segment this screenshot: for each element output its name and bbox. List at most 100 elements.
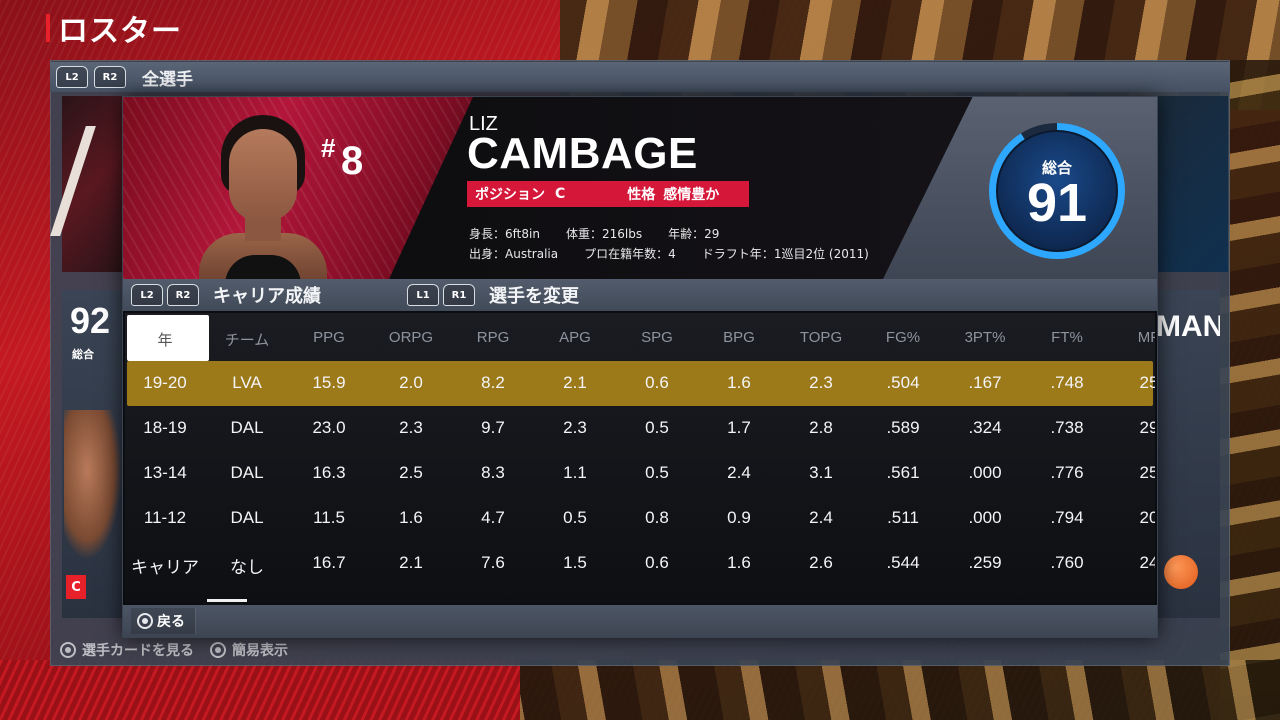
table-cell: 29 [1139,418,1155,437]
personality-value: 感情豊か [663,187,720,203]
basketball-icon [1164,555,1198,589]
bio-weight: 体重216lbs [566,225,642,242]
back-button[interactable]: 戻る [131,608,196,634]
table-cell: .504 [886,373,920,392]
player-stats-modal: # 8 LIZ CAMBAGE ポジション C 性格 感情豊か 身長6ft8in… [122,96,1158,638]
table-cell: 7.6 [481,553,505,572]
tab-career-stats[interactable]: L2 R2 キャリア成績 [131,282,321,308]
table-cell: 2.4 [727,463,751,482]
column-header[interactable]: PPG [313,329,345,346]
column-header[interactable]: SPG [641,329,673,346]
overall-rating-badge: 総合 91 [996,130,1118,252]
column-header[interactable]: APG [559,329,591,346]
r2-button-icon[interactable]: R2 [167,284,199,306]
player-card-right[interactable]: MAN [1156,290,1220,618]
column-header[interactable]: チーム [224,332,270,349]
table-row[interactable]: 11-12 DAL 11.5 1.6 4.7 0.5 0.8 0.9 2.4 .511 .000 .7… [125,496,1155,541]
table-cell: 2.1 [399,553,423,572]
table-cell: 2.3 [563,418,587,437]
column-header[interactable]: MP [1137,329,1155,346]
column-header[interactable]: ORPG [388,329,434,346]
table-cell: .511 [887,508,919,527]
stats-header-row: 年 チーム PPG ORPG RPG APG SPG BPG TOPG FG% 3PT% FT% MP [125,313,1155,361]
player-card-left-overall-label: 総合 [72,348,94,361]
tab-change-player-label[interactable]: 選手を変更 [489,286,579,307]
table-cell: 0.6 [645,373,669,392]
table-cell: 18-19 [143,418,187,437]
bio-draft: ドラフト年1巡目2位 (2011) [702,245,869,262]
tab-change-player[interactable]: L1 R1 選手を変更 [407,282,579,308]
table-cell: 3.1 [809,463,833,482]
table-cell: .000 [968,463,1002,482]
bio-age: 年齢29 [668,225,719,242]
table-cell: .561 [886,463,920,482]
table-cell: 4.7 [481,508,505,527]
table-cell: 0.8 [645,508,669,527]
table-cell: 23.0 [312,418,346,437]
player-card-left[interactable]: 92 総合 C [62,290,124,618]
table-row[interactable]: キャリア なし 16.7 2.1 7.6 1.5 0.6 1.6 2.6 .544 .259 .760… [125,541,1155,586]
table-cell: 1.1 [563,463,587,482]
player-first-name: LIZ [469,113,498,135]
table-cell: 0.5 [563,508,587,527]
hint-view-card[interactable]: 選手カードを見る [60,640,194,660]
player-portrait [199,115,327,279]
background-red-bottom [0,660,520,720]
table-cell: .589 [886,418,920,437]
table-cell: 25 [1139,373,1155,392]
table-cell: 1.7 [727,418,751,437]
l2-button-icon[interactable]: L2 [131,284,163,306]
sort-year-selected[interactable] [127,315,209,361]
overall-rating-label: 総合 [1041,158,1072,177]
player-last-name: CAMBAGE [467,129,698,178]
career-stats-table: 年チームPPGORPGRPGAPGSPGBPGTOPGFG%3PT%FT%MP … [125,313,1155,603]
r1-button-icon[interactable]: R1 [443,284,475,306]
table-cell: キャリア [131,558,199,577]
player-card-left-photo [64,410,122,560]
table-cell: 2.6 [809,553,833,572]
column-header[interactable]: FG% [885,329,921,346]
table-cell: 2.5 [399,463,423,482]
stats-tab-bar: L2 R2 キャリア成績 L1 R1 選手を変更 [123,279,1157,311]
table-row[interactable]: 18-19 DAL 23.0 2.3 9.7 2.3 0.5 1.7 2.8 .589 .324 .7… [125,406,1155,451]
player-info-bar: ポジション C 性格 感情豊か [467,181,749,207]
overall-rating-value: 91 [1026,172,1088,233]
bio-row-physical: 身長6ft8in 体重216lbs 年齢29 [469,225,745,242]
column-header[interactable]: TOPG [799,329,843,346]
table-cell: 2.3 [809,373,833,392]
table-cell: .776 [1050,463,1084,482]
r2-button-icon[interactable]: R2 [94,66,126,88]
table-cell: .324 [968,418,1002,437]
table-cell: 9.7 [481,418,505,437]
table-row[interactable]: 19-20 LVA 15.9 2.0 8.2 2.1 0.6 1.6 2.3 .504 .167 .7… [127,361,1155,406]
column-header[interactable]: 年 [157,332,173,349]
tab-career-stats-label[interactable]: キャリア成績 [213,286,321,307]
column-header[interactable]: BPG [723,329,755,346]
bio-pro-years: プロ在籍年数4 [584,245,676,262]
table-cell: 11.5 [313,508,345,527]
page-title-text: ロスター [58,14,182,49]
column-header[interactable]: 3PT% [964,329,1006,346]
column-header[interactable]: RPG [476,329,510,346]
l1-button-icon[interactable]: L1 [407,284,439,306]
table-cell: DAL [230,418,264,437]
table-cell: 24 [1139,553,1155,572]
table-cell: 13-14 [143,463,187,482]
roster-filter-label[interactable]: 全選手 [142,69,193,90]
roster-filter-bar: L2 R2 全選手 [50,62,1230,92]
table-row[interactable]: 13-14 DAL 16.3 2.5 8.3 1.1 0.5 2.4 3.1 .561 .000 .7… [125,451,1155,496]
l2-button-icon[interactable]: L2 [56,66,88,88]
hint-view-card-label: 選手カードを見る [82,643,194,659]
table-cell: .794 [1050,508,1084,527]
player-card-left-overall: 92 [70,300,111,341]
position-value: C [555,186,566,202]
table-cell: 20 [1139,508,1155,527]
table-cell: 2.1 [563,373,587,392]
table-cell: 2.8 [809,418,833,437]
table-cell: 16.3 [312,463,346,482]
back-label: 戻る [157,614,185,630]
hint-simple-view[interactable]: 簡易表示 [210,640,288,660]
column-header[interactable]: FT% [1051,329,1083,346]
bio-origin: 出身Australia [469,245,558,262]
player-card-right-name: MAN [1156,310,1220,343]
